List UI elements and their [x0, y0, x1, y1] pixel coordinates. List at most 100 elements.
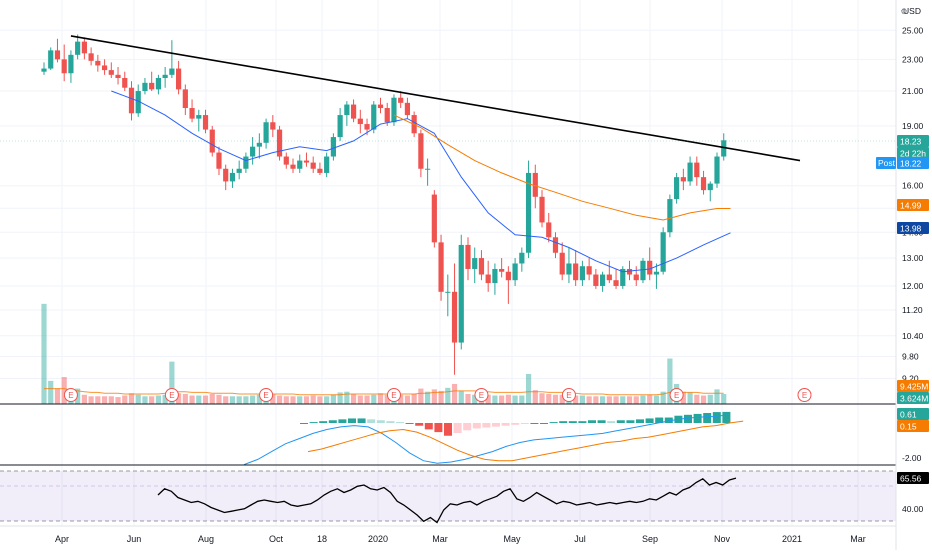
volume-bar	[317, 396, 323, 404]
volume-bar	[162, 394, 168, 404]
volume-bar	[209, 393, 215, 404]
candle-body	[667, 199, 673, 233]
candle-body	[613, 280, 619, 286]
earnings-marker	[561, 388, 576, 402]
candle-body	[357, 118, 363, 125]
price-tick-label: 25.00	[902, 25, 924, 35]
last-price-badge: 18.23	[900, 137, 922, 147]
candle-body	[431, 194, 437, 243]
candle-body	[68, 54, 74, 74]
macd-histogram-bar	[444, 423, 452, 436]
volume-bar	[492, 395, 498, 404]
candle-body	[88, 53, 94, 61]
macd-histogram-bar	[434, 423, 443, 433]
earnings-marker	[386, 388, 401, 402]
volume-bar	[721, 393, 727, 404]
volume-bar	[586, 396, 592, 404]
candle-body	[149, 82, 155, 90]
candle-body	[101, 65, 108, 71]
volume-bar	[700, 395, 707, 404]
macd-histogram-bar	[578, 421, 587, 423]
candle-body	[189, 108, 195, 119]
macd-histogram-bar	[376, 420, 385, 423]
volume-bar	[270, 393, 276, 404]
macd-histogram-bar	[511, 423, 520, 425]
price-tick-label: 9.80	[902, 352, 919, 362]
candle-body	[229, 172, 236, 182]
candle-body	[297, 160, 303, 169]
volume-bar	[472, 394, 478, 404]
macd-histogram-bar	[501, 423, 510, 426]
macd-histogram-bar	[664, 417, 673, 423]
candle-body	[155, 78, 162, 90]
badges: 18.23 2d 22h Post 18.22 14.99 13.98 9.425M 3.62…	[876, 135, 929, 484]
candle-body	[694, 162, 700, 178]
candle-body	[445, 291, 451, 293]
macd-histogram-bar	[540, 423, 548, 424]
ma-fast-badge: 13.98	[900, 224, 922, 234]
volume-bar	[485, 394, 491, 404]
candle-body	[162, 74, 168, 79]
candle-body	[290, 164, 296, 169]
volume-bar	[283, 396, 289, 404]
volume-bar	[687, 392, 693, 404]
macd-histogram-bar	[712, 412, 721, 423]
x-tick-label: Aug	[198, 534, 214, 544]
candle-body	[532, 172, 538, 197]
candle-body	[721, 140, 727, 157]
candle-body	[425, 168, 431, 170]
ma-fast-line	[111, 90, 731, 273]
macd-histogram-bar	[636, 419, 644, 423]
x-tick-label: May	[503, 534, 521, 544]
macd-histogram-bar	[616, 420, 625, 423]
candle-body	[236, 168, 242, 173]
macd-histogram-bar	[588, 420, 596, 423]
volume-bar	[579, 395, 585, 404]
candle-body	[350, 104, 357, 119]
earnings-marker-label: E	[802, 391, 807, 400]
candle-body	[182, 89, 188, 109]
candle-body	[209, 129, 215, 153]
countdown-badge: 2d 22h	[900, 149, 926, 159]
earnings-marker-label: E	[263, 391, 268, 400]
candle-body	[647, 260, 653, 275]
volume-bar	[256, 394, 262, 404]
signal-value-badge-bg	[897, 420, 929, 432]
earnings-marker-label: E	[391, 391, 396, 400]
candle-body	[391, 97, 397, 123]
trendline	[70, 35, 801, 162]
volume-bar	[229, 396, 236, 404]
candle-body	[270, 122, 276, 130]
candle-body	[465, 244, 471, 269]
volume-bar	[297, 396, 303, 404]
x-tick-label: Apr	[55, 534, 69, 544]
volume-bar	[303, 396, 310, 404]
volume-bar	[324, 396, 330, 404]
earnings-marker-label: E	[566, 391, 571, 400]
post-price-badge-bg	[897, 157, 929, 169]
macd-tick-label: -2.00	[902, 453, 922, 463]
volume-bar	[54, 388, 61, 404]
candle-body	[263, 122, 269, 143]
price-tick-label: 13.00	[902, 253, 924, 263]
candle-body	[48, 50, 54, 69]
volume-bar	[445, 387, 451, 404]
candle-body	[384, 108, 390, 123]
candle-body	[593, 274, 599, 286]
rsi-band	[0, 471, 896, 521]
macd-histogram-bar	[530, 423, 539, 424]
macd-histogram-bar	[655, 417, 664, 423]
macd-histogram-bar	[559, 421, 568, 423]
earnings-marker	[669, 388, 684, 402]
last-price-badge-bg	[897, 135, 929, 147]
volume-bar	[458, 390, 464, 404]
candle-body	[128, 87, 135, 114]
candle-body	[418, 133, 424, 169]
candle-body	[566, 263, 572, 275]
candle-body	[196, 115, 202, 119]
volume-bar	[660, 391, 666, 404]
volume-bar	[128, 393, 135, 404]
volume-bar	[613, 396, 619, 404]
volume-bar	[155, 395, 162, 404]
